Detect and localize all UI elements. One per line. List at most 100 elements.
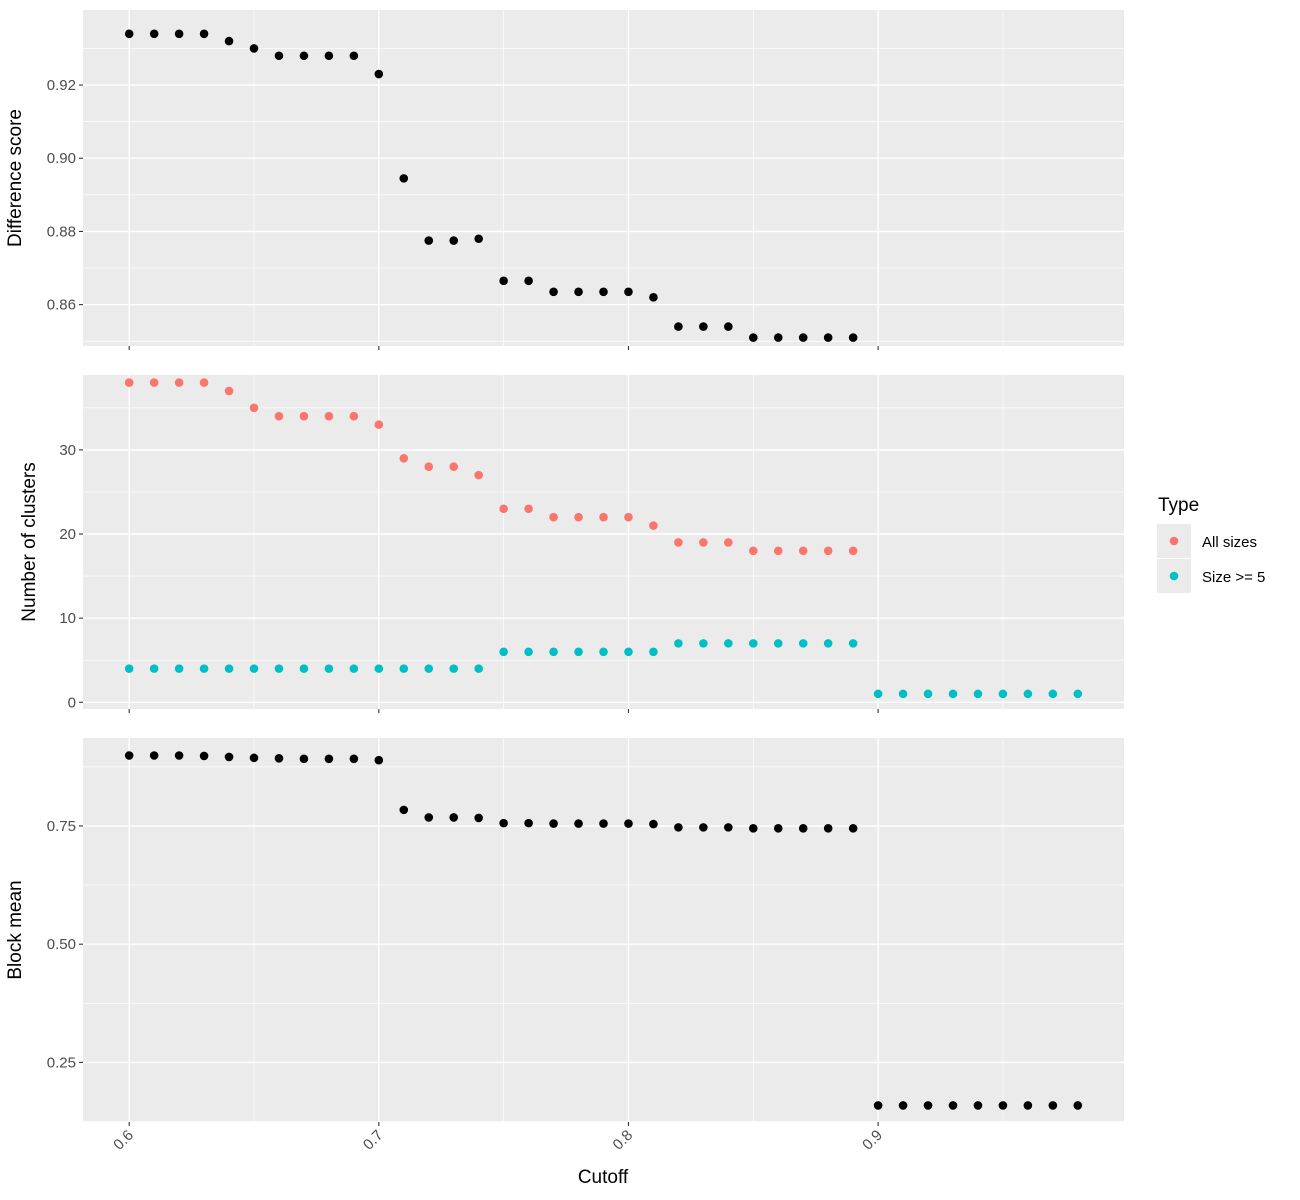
data-point	[299, 51, 309, 61]
data-point	[399, 174, 409, 183]
data-point	[748, 824, 758, 833]
data-point	[798, 333, 808, 342]
panels: 0.86 0.88 0.90 0.92 Difference score 0 10 20 30 N…	[5, 10, 1124, 1154]
x-tick-label: 0.7	[360, 1127, 387, 1154]
data-point	[174, 664, 184, 673]
data-point	[549, 512, 558, 522]
x-tick-label: 0.6	[110, 1127, 137, 1154]
data-point	[599, 647, 608, 657]
data-point	[848, 824, 858, 833]
data-point	[299, 411, 309, 421]
data-point	[599, 287, 608, 297]
data-point	[199, 29, 209, 39]
data-point	[449, 236, 459, 245]
data-point	[349, 411, 359, 421]
data-point	[699, 823, 708, 832]
data-point	[174, 378, 184, 387]
data-point	[674, 823, 683, 832]
data-point	[174, 751, 184, 760]
legend-marker	[1169, 571, 1179, 581]
data-point	[948, 689, 958, 699]
y-axis-title: Block mean	[5, 880, 26, 979]
y-tick-label: 0.86	[47, 297, 76, 314]
data-point	[324, 51, 334, 61]
data-point	[674, 322, 683, 331]
x-tick-label: 0.8	[610, 1127, 637, 1154]
data-point	[374, 420, 384, 429]
data-point	[274, 754, 284, 763]
legend-entry: Size >= 5	[1157, 559, 1265, 593]
data-point	[748, 333, 758, 342]
data-point	[649, 521, 658, 530]
data-point	[374, 69, 384, 79]
data-point	[499, 818, 508, 828]
y-tick-label: 20	[59, 526, 76, 543]
data-point	[424, 462, 434, 472]
panel-background	[83, 375, 1124, 709]
data-point	[624, 512, 633, 522]
data-point	[449, 664, 459, 673]
data-point	[724, 823, 733, 832]
data-point	[973, 689, 983, 699]
legend-marker	[1169, 536, 1179, 546]
x-axis-title: Cutoff	[578, 1167, 629, 1188]
data-point	[599, 819, 608, 828]
panel-2: 0 10 20 30 Number of clusters	[19, 375, 1124, 713]
data-point	[574, 819, 583, 828]
data-point	[574, 512, 583, 522]
data-point	[973, 1101, 983, 1110]
series-points	[124, 639, 1083, 699]
data-point	[499, 276, 508, 286]
data-point	[823, 639, 833, 648]
data-point	[199, 664, 209, 673]
data-point	[798, 639, 808, 648]
data-point	[1048, 689, 1058, 699]
data-point	[1023, 1101, 1033, 1110]
data-point	[274, 411, 284, 421]
data-point	[249, 664, 259, 673]
data-point	[773, 639, 783, 648]
data-point	[699, 639, 708, 648]
panel-1: 0.86 0.88 0.90 0.92 Difference score	[5, 10, 1124, 350]
y-tick-label: 0.50	[47, 936, 76, 953]
data-point	[424, 236, 434, 245]
data-point	[449, 813, 459, 822]
data-point	[274, 664, 284, 673]
data-point	[224, 386, 234, 396]
data-point	[199, 751, 209, 761]
data-point	[249, 403, 259, 413]
data-point	[474, 813, 483, 823]
data-point	[699, 322, 708, 331]
data-point	[324, 754, 334, 764]
data-point	[474, 664, 483, 673]
data-point	[524, 276, 533, 286]
y-tick-label: 0.75	[47, 818, 76, 835]
data-point	[349, 664, 359, 673]
legend-entries: All sizes Size >= 5	[1157, 524, 1265, 593]
data-point	[674, 639, 683, 648]
legend-title: Type	[1158, 495, 1199, 516]
data-point	[948, 1101, 958, 1110]
panel-background	[83, 738, 1124, 1122]
data-point	[224, 752, 234, 762]
y-axis-title: Number of clusters	[19, 462, 40, 621]
data-point	[349, 51, 359, 61]
data-point	[349, 754, 359, 764]
data-point	[324, 664, 334, 673]
series-points	[124, 378, 858, 556]
legend: Type All sizes Size >= 5	[1157, 495, 1265, 593]
data-point	[549, 819, 558, 828]
data-point	[149, 378, 159, 387]
data-point	[249, 753, 259, 763]
data-point	[923, 689, 933, 699]
data-point	[199, 378, 209, 387]
data-point	[149, 29, 159, 39]
y-tick-label: 0.25	[47, 1054, 76, 1071]
data-point	[574, 287, 583, 297]
data-point	[524, 647, 533, 657]
data-point	[624, 647, 633, 657]
data-point	[299, 664, 309, 673]
y-tick-label: 0.92	[47, 77, 76, 94]
data-point	[1048, 1101, 1058, 1110]
